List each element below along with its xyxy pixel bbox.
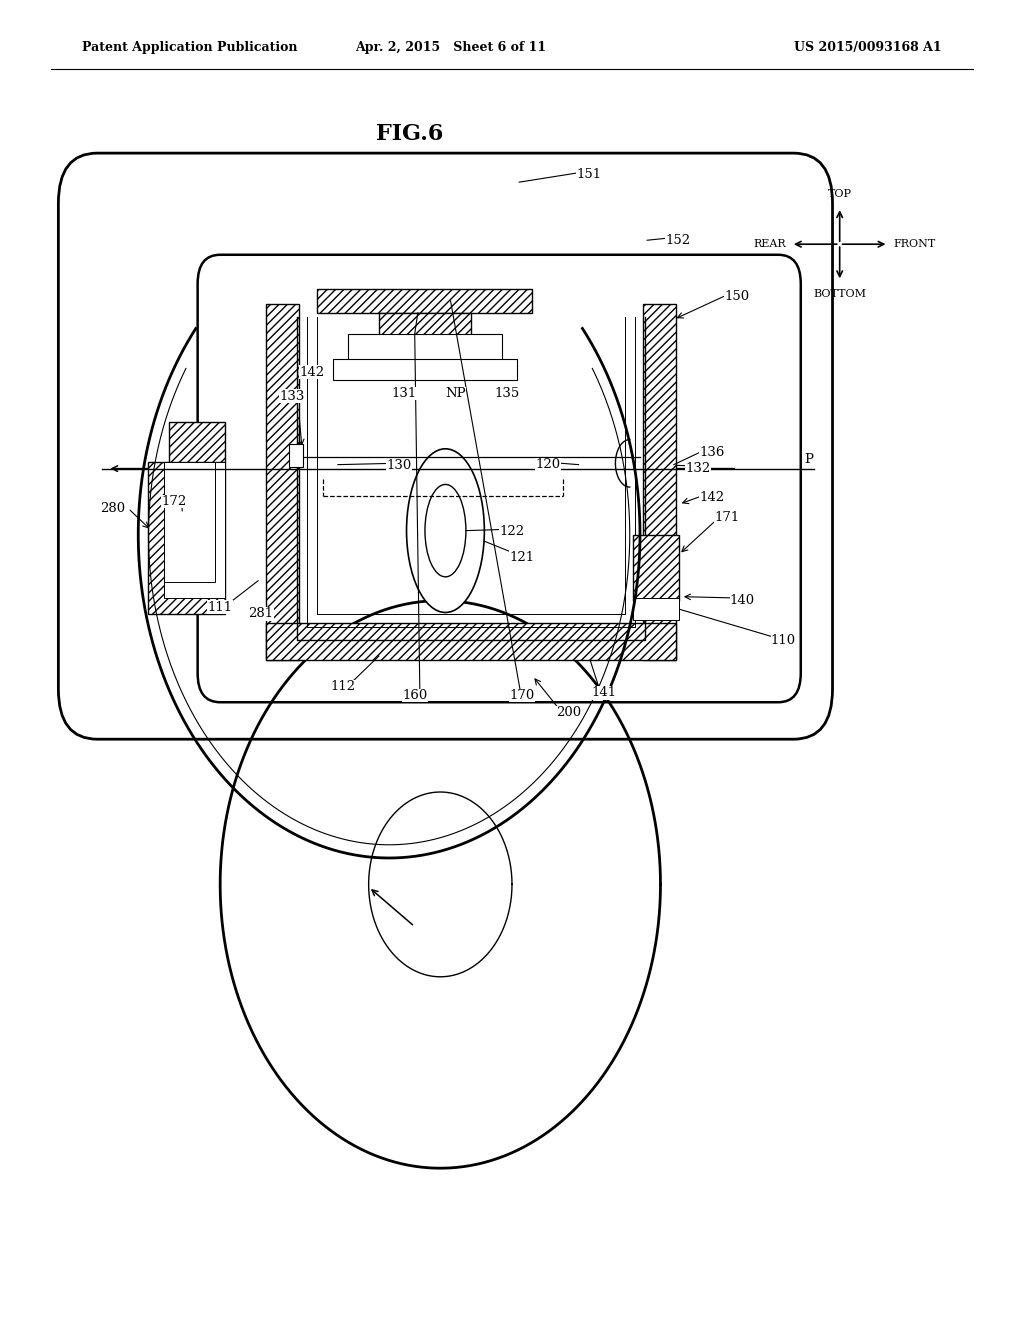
- Text: 133: 133: [280, 389, 304, 403]
- Bar: [333, 359, 517, 380]
- Text: 122: 122: [500, 525, 524, 539]
- Text: P: P: [805, 453, 813, 466]
- Text: Patent Application Publication: Patent Application Publication: [82, 41, 297, 54]
- Text: 132: 132: [686, 462, 711, 475]
- Ellipse shape: [425, 484, 466, 577]
- Text: 160: 160: [402, 689, 427, 702]
- Text: 121: 121: [510, 550, 535, 564]
- Text: FRONT: FRONT: [893, 239, 936, 249]
- FancyBboxPatch shape: [58, 153, 833, 739]
- Bar: [164, 462, 225, 598]
- Bar: [643, 304, 676, 660]
- Ellipse shape: [407, 449, 484, 612]
- Text: 150: 150: [725, 290, 750, 304]
- Text: NP: NP: [445, 387, 466, 400]
- Bar: [348, 334, 502, 363]
- Text: 140: 140: [730, 594, 755, 607]
- Text: 136: 136: [699, 446, 724, 459]
- Text: Apr. 2, 2015   Sheet 6 of 11: Apr. 2, 2015 Sheet 6 of 11: [355, 41, 546, 54]
- Text: 172: 172: [162, 495, 186, 508]
- Text: 280: 280: [100, 502, 125, 515]
- Text: 142: 142: [300, 366, 325, 379]
- Text: 112: 112: [331, 680, 355, 693]
- Text: BOTTOM: BOTTOM: [813, 289, 866, 300]
- Text: 130: 130: [387, 459, 412, 473]
- Bar: [266, 623, 676, 660]
- Bar: [266, 304, 299, 660]
- Text: 171: 171: [715, 511, 739, 524]
- Bar: [317, 289, 532, 313]
- Bar: [633, 598, 679, 620]
- Bar: [633, 535, 679, 601]
- Text: US 2015/0093168 A1: US 2015/0093168 A1: [795, 41, 942, 54]
- Text: 110: 110: [771, 634, 796, 647]
- Text: 151: 151: [577, 168, 601, 181]
- Text: FIG.6: FIG.6: [376, 123, 443, 145]
- Bar: [289, 444, 303, 467]
- Bar: [148, 462, 225, 614]
- Text: 141: 141: [592, 686, 616, 700]
- Text: 111: 111: [208, 601, 232, 614]
- Bar: [164, 462, 215, 582]
- Text: 135: 135: [495, 387, 519, 400]
- FancyBboxPatch shape: [198, 255, 801, 702]
- Text: TOP: TOP: [827, 189, 852, 199]
- Bar: [169, 422, 225, 462]
- Text: 281: 281: [249, 607, 273, 620]
- Text: 152: 152: [666, 234, 690, 247]
- Text: 170: 170: [510, 689, 535, 702]
- Text: 131: 131: [392, 387, 417, 400]
- Text: 200: 200: [556, 706, 581, 719]
- Bar: [379, 313, 471, 337]
- Text: 142: 142: [699, 491, 724, 504]
- Text: REAR: REAR: [754, 239, 786, 249]
- Text: 120: 120: [536, 458, 560, 471]
